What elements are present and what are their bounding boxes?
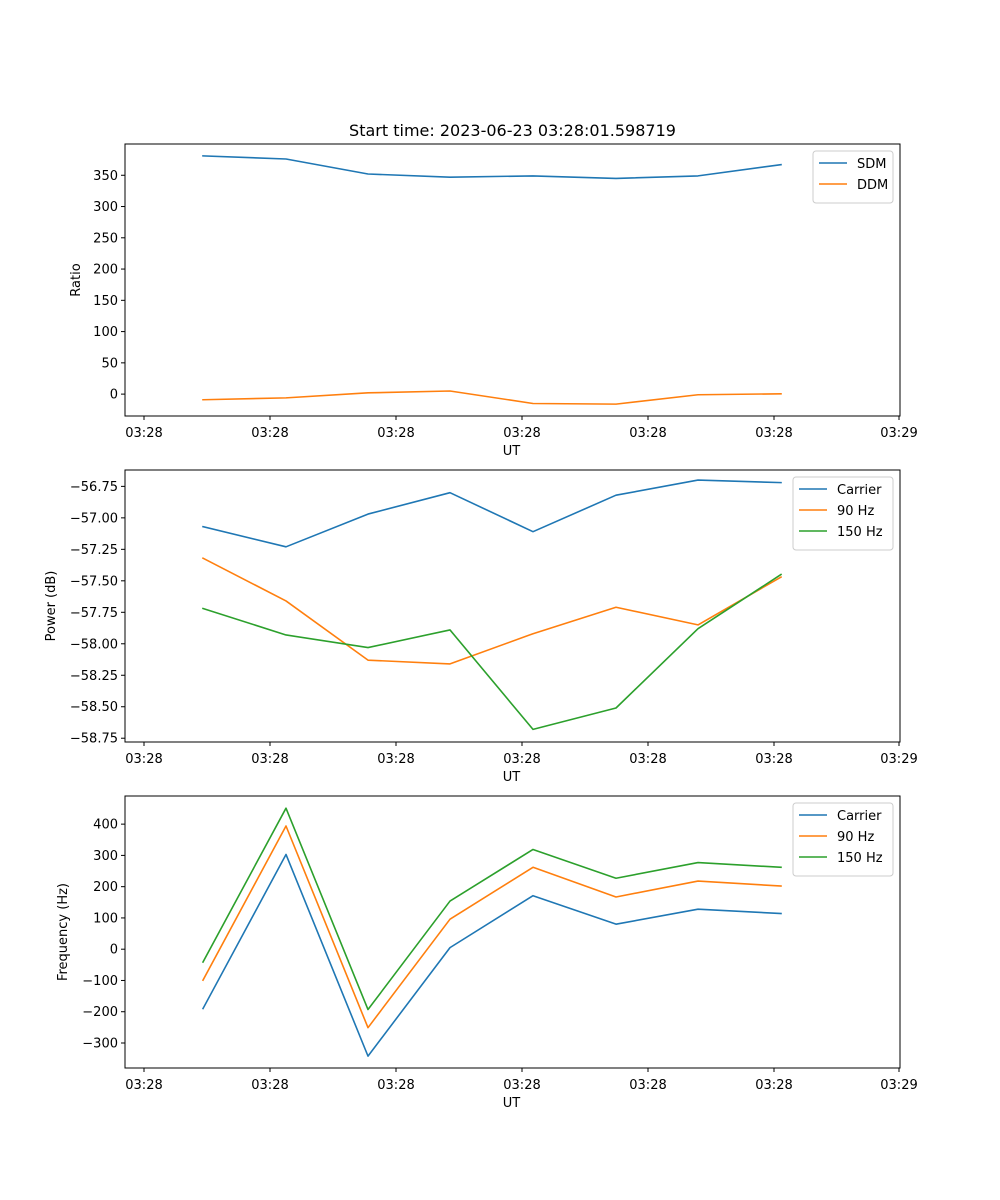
legend-label: 90 Hz (837, 830, 874, 845)
y-axis-label: Ratio (69, 263, 84, 296)
x-tick-label: 03:28 (755, 1078, 792, 1093)
axes-frame (124, 469, 901, 743)
x-tick-label: 03:28 (377, 1078, 414, 1093)
y-axis-label: Frequency (Hz) (56, 883, 71, 981)
y-tick-label: −57.50 (70, 574, 118, 589)
y-tick-label: −100 (82, 974, 118, 989)
y-tick-label: −57.25 (70, 543, 118, 558)
y-tick-label: 350 (93, 169, 118, 184)
x-tick-label: 03:28 (377, 426, 414, 441)
axes-frame (124, 143, 901, 417)
x-tick-label: 03:28 (629, 426, 666, 441)
x-axis-label: UT (503, 1096, 521, 1111)
x-tick-label: 03:28 (125, 426, 162, 441)
panel-1: 0 50 100 150 200 250 300 350 03:28 03:28 03:28 03:2… (69, 121, 918, 459)
x-axis-label: UT (503, 770, 521, 785)
chart-title: Start time: 2023-06-23 03:28:01.598719 (349, 121, 676, 140)
y-tick-label: 200 (93, 263, 118, 278)
y-tick-label: −58.25 (70, 669, 118, 684)
panel-2: −58.75 −58.50 −58.25 −58.00 −57.75 −57.50 −57.… (44, 469, 918, 785)
y-tick-label: 200 (93, 880, 118, 895)
x-tick-label: 03:28 (503, 1078, 540, 1093)
legend: Carrier 90 Hz 150 Hz (792, 476, 894, 551)
legend: SDM DDM (812, 150, 894, 204)
x-tick-label: 03:29 (880, 1078, 917, 1093)
y-tick-label: −58.00 (70, 637, 118, 652)
x-tick-label: 03:28 (629, 1078, 666, 1093)
legend-box (812, 150, 894, 204)
series-line-150-hz (201, 807, 782, 1011)
y-tick-label: 50 (101, 356, 118, 371)
series-line-150-hz (201, 573, 783, 731)
legend-label: 90 Hz (837, 504, 874, 519)
x-tick-label: 03:28 (125, 752, 162, 767)
x-axis-label: UT (503, 444, 521, 459)
y-tick-label: 250 (93, 231, 118, 246)
series-line-sdm (202, 155, 782, 180)
x-tick-label: 03:28 (503, 426, 540, 441)
series-line-carrier (202, 479, 782, 548)
y-tick-label: −58.50 (70, 700, 118, 715)
panel-3: −300 −200 −100 0 100 200 300 400 03:28 03:28 03:28… (56, 795, 918, 1111)
series-line-ddm (202, 390, 782, 405)
y-tick-label: −200 (82, 1005, 118, 1020)
y-tick-label: −56.75 (70, 480, 118, 495)
legend: Carrier 90 Hz 150 Hz (792, 802, 894, 877)
series-line-90-hz (201, 825, 782, 1029)
legend-label: SDM (857, 157, 886, 172)
y-tick-label: 150 (93, 294, 118, 309)
axes-frame (124, 795, 901, 1069)
x-tick-label: 03:28 (755, 752, 792, 767)
y-tick-label: 100 (93, 911, 118, 926)
series-line-90-hz (201, 557, 783, 665)
x-tick-label: 03:28 (629, 752, 666, 767)
y-tick-label: 300 (93, 200, 118, 215)
x-tick-label: 03:28 (377, 752, 414, 767)
x-tick-label: 03:28 (125, 1078, 162, 1093)
x-tick-label: 03:29 (880, 426, 917, 441)
y-tick-label: −57.75 (70, 606, 118, 621)
legend-label: Carrier (837, 483, 882, 498)
y-tick-label: 100 (93, 325, 118, 340)
x-tick-label: 03:28 (251, 426, 288, 441)
legend-label: DDM (857, 178, 888, 193)
y-tick-label: 300 (93, 849, 118, 864)
y-tick-label: 0 (110, 943, 118, 958)
legend-label: 150 Hz (837, 851, 883, 866)
y-tick-label: −57.00 (70, 511, 118, 526)
x-tick-label: 03:29 (880, 752, 917, 767)
y-tick-label: −300 (82, 1036, 118, 1051)
x-tick-label: 03:28 (755, 426, 792, 441)
y-axis-label: Power (dB) (44, 571, 59, 642)
x-tick-label: 03:28 (503, 752, 540, 767)
x-tick-label: 03:28 (251, 1078, 288, 1093)
series-line-carrier (201, 853, 782, 1057)
y-tick-label: 400 (93, 818, 118, 833)
y-tick-label: −58.75 (70, 732, 118, 747)
legend-label: 150 Hz (837, 525, 883, 540)
y-tick-label: 0 (110, 388, 118, 403)
legend-label: Carrier (837, 809, 882, 824)
x-tick-label: 03:28 (251, 752, 288, 767)
